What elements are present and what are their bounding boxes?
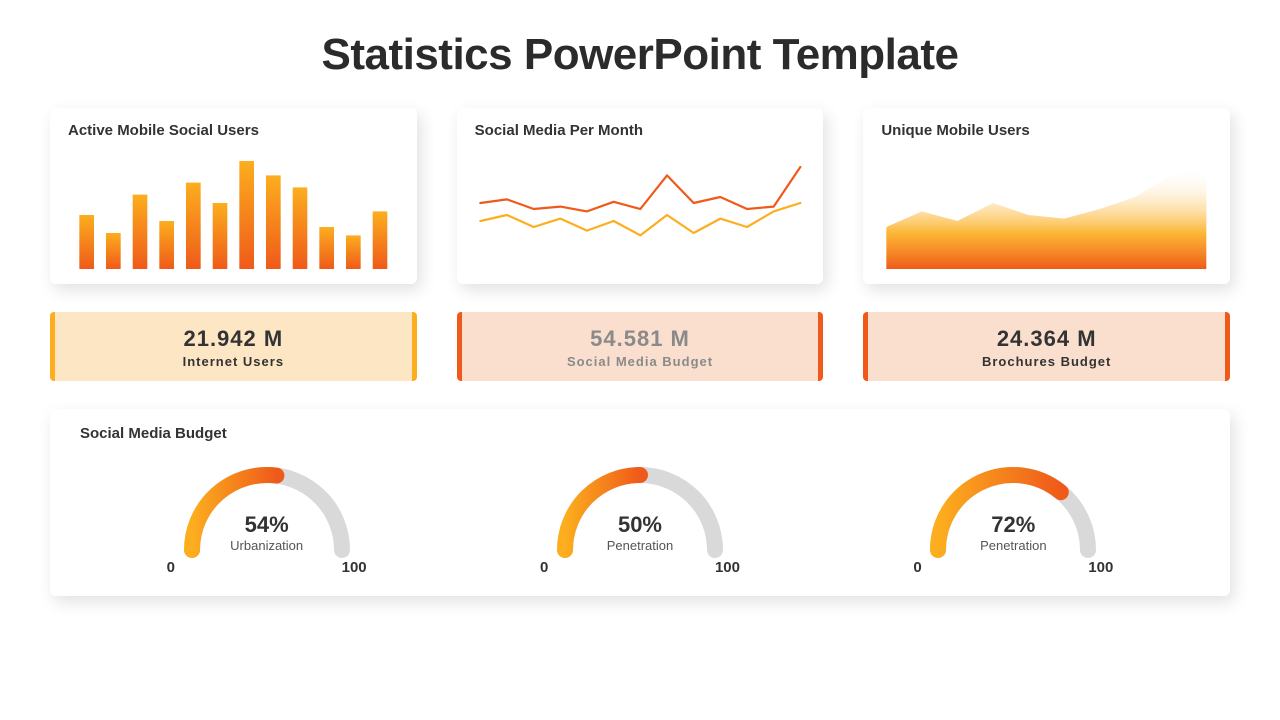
stat-label: Internet Users — [65, 354, 402, 369]
page-title: Statistics PowerPoint Template — [50, 30, 1230, 80]
gauge-max: 100 — [715, 559, 740, 576]
gauge: 72% Penetration 0 100 — [903, 450, 1123, 576]
gauge-card: Social Media Budget 54% Urbanization 0 1… — [50, 409, 1230, 596]
stat-pill: 24.364 M Brochures Budget — [863, 312, 1230, 381]
card-title: Active Mobile Social Users — [68, 122, 399, 139]
stat-pill: 54.581 M Social Media Budget — [457, 312, 824, 381]
gauge-ends: 0 100 — [157, 559, 377, 576]
gauge-ends: 0 100 — [530, 559, 750, 576]
gauge-card-title: Social Media Budget — [80, 425, 1200, 442]
card-social-month: Social Media Per Month — [457, 108, 824, 284]
card-active-mobile: Active Mobile Social Users — [50, 108, 417, 284]
gauge-min: 0 — [913, 559, 921, 576]
bar-chart — [68, 149, 399, 269]
gauge-row: 54% Urbanization 0 100 50% Penetration 0… — [80, 450, 1200, 576]
gauge-ends: 0 100 — [903, 559, 1123, 576]
gauge-min: 0 — [540, 559, 548, 576]
gauge-max: 100 — [342, 559, 367, 576]
gauge-min: 0 — [167, 559, 175, 576]
stat-value: 21.942 M — [65, 326, 402, 352]
gauge-max: 100 — [1088, 559, 1113, 576]
stat-value: 54.581 M — [472, 326, 809, 352]
gauge: 50% Penetration 0 100 — [530, 450, 750, 576]
stat-pill: 21.942 M Internet Users — [50, 312, 417, 381]
card-title: Social Media Per Month — [475, 122, 806, 139]
stat-row: 21.942 M Internet Users 54.581 M Social … — [50, 312, 1230, 381]
card-unique-mobile: Unique Mobile Users — [863, 108, 1230, 284]
stat-label: Brochures Budget — [878, 354, 1215, 369]
area-chart — [881, 149, 1212, 269]
gauge: 54% Urbanization 0 100 — [157, 450, 377, 576]
line-chart — [475, 149, 806, 269]
card-title: Unique Mobile Users — [881, 122, 1212, 139]
stat-label: Social Media Budget — [472, 354, 809, 369]
chart-card-row: Active Mobile Social Users Social Media … — [50, 108, 1230, 284]
stat-value: 24.364 M — [878, 326, 1215, 352]
